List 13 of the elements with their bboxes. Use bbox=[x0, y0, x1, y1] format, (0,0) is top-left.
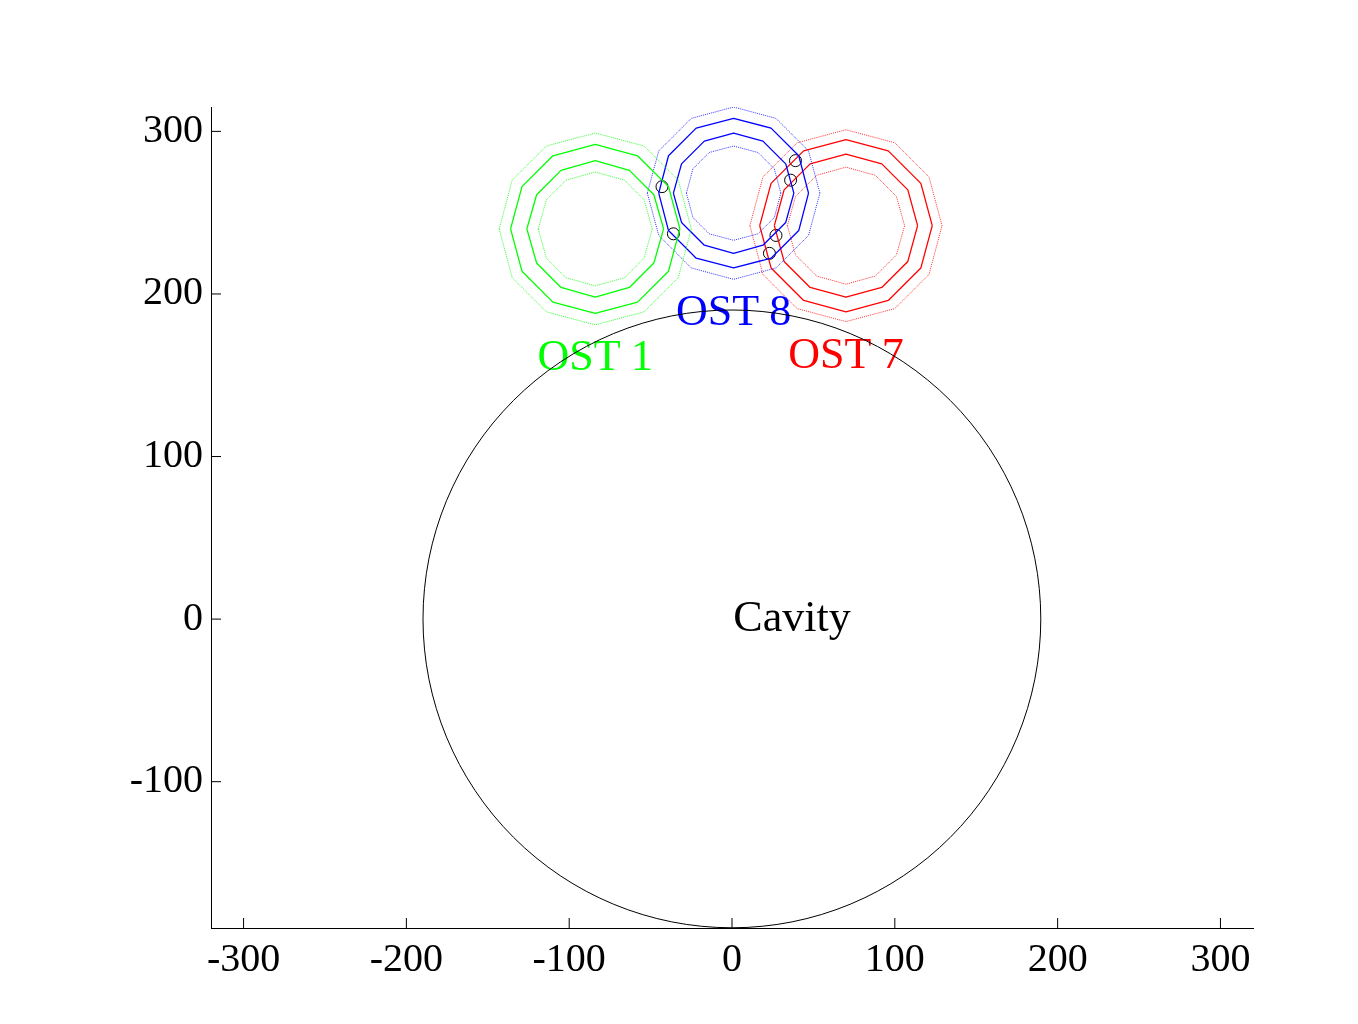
x-tick-label: 300 bbox=[1190, 934, 1251, 980]
y-tick-label: 0 bbox=[183, 593, 203, 639]
y-tick-label: 300 bbox=[143, 105, 203, 151]
y-tick-label: 200 bbox=[143, 268, 203, 314]
y-tick-label: 100 bbox=[143, 431, 203, 477]
x-tick-label: -200 bbox=[369, 934, 444, 980]
x-tick-label: -300 bbox=[206, 934, 281, 980]
y-tick-label: -100 bbox=[129, 756, 203, 802]
x-tick-label: 0 bbox=[722, 934, 742, 980]
x-tick-label: 100 bbox=[864, 934, 925, 980]
x-tick-label: 200 bbox=[1027, 934, 1088, 980]
annotation: Cavity bbox=[733, 591, 851, 641]
x-tick-label: -100 bbox=[532, 934, 606, 980]
